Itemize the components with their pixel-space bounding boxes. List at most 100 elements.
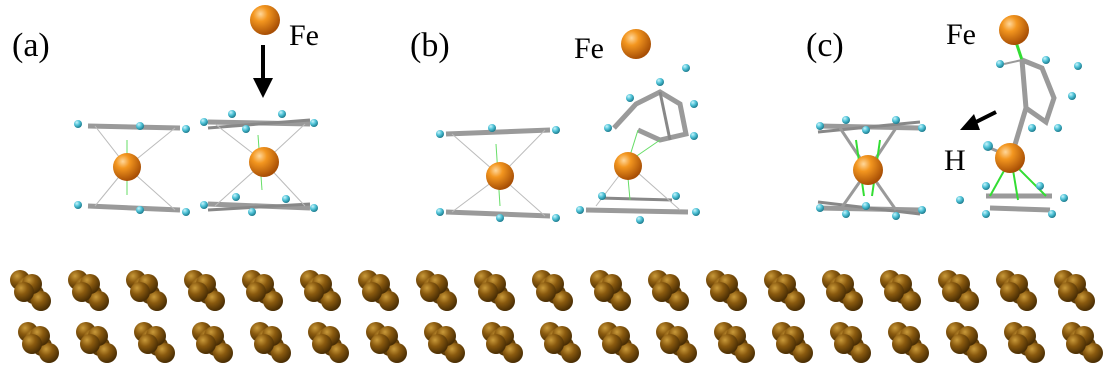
panel-c-label: (c) [806, 27, 844, 64]
surface-cluster [184, 270, 225, 311]
hydrogen-atom [672, 192, 680, 200]
surface-atom [428, 334, 448, 354]
hydrogen-atom [182, 125, 190, 133]
surface-cluster [126, 270, 167, 311]
surface-atom [1008, 334, 1028, 354]
hydrogen-atom [1068, 92, 1076, 100]
surface-atom [1017, 291, 1037, 311]
surface-atom [97, 343, 117, 363]
surface-atom [14, 282, 34, 302]
surface-atom [1025, 343, 1045, 363]
surface-cluster [424, 322, 465, 363]
surface-cluster [18, 322, 59, 363]
hydrogen-atom [310, 204, 318, 212]
surface-cluster [134, 322, 175, 363]
surface-cluster [996, 270, 1037, 311]
surface-atom [362, 282, 382, 302]
hydrogen-atom [1028, 124, 1036, 132]
surface-atom [950, 334, 970, 354]
surface-atom [379, 291, 399, 311]
surface-atom [503, 343, 523, 363]
hydrogen-atom [576, 206, 584, 214]
hydrogen-atom [242, 125, 250, 133]
hydrogen-atom [552, 214, 560, 222]
hydrogen-atom [488, 124, 496, 132]
hydrogen-atom [604, 124, 612, 132]
hydrogen-atom [816, 204, 824, 212]
hydrogen-atom [278, 110, 286, 118]
surface-atom [660, 334, 680, 354]
hydrogen-atom [1074, 62, 1082, 70]
surface-atom [445, 343, 465, 363]
surface-atom [826, 282, 846, 302]
surface-atom [80, 334, 100, 354]
sandwich-molecule-a1 [74, 120, 190, 216]
surface-cluster [76, 322, 117, 363]
surface-atom [138, 334, 158, 354]
surface-cluster [946, 322, 987, 363]
hydrogen-atom [200, 201, 208, 209]
hydrogen-atom [982, 210, 990, 218]
surface-atom [370, 334, 390, 354]
surface-atom [205, 291, 225, 311]
surface-atom [851, 343, 871, 363]
surface-atom [536, 282, 556, 302]
surface-atom [1075, 291, 1095, 311]
surface-atom [420, 282, 440, 302]
hydrogen-atom [248, 208, 256, 216]
hydrogen-atom [626, 94, 634, 102]
hydrogen-atom [982, 182, 990, 190]
surface-atom [196, 334, 216, 354]
hydrogen-atom [310, 119, 318, 127]
hydrogen-atom [436, 208, 444, 216]
surface-atom [1083, 343, 1103, 363]
surface-cluster [474, 270, 515, 311]
hydrogen-atom [862, 126, 870, 134]
hydrogen-atom [842, 116, 850, 124]
hydrogen-atom [282, 195, 290, 203]
half-sandwich-molecule-b2 [576, 64, 700, 224]
hydrogen-atom [1048, 210, 1056, 218]
surface-cluster [308, 322, 349, 363]
surface-atom [1000, 282, 1020, 302]
hydrogen-atom [636, 216, 644, 224]
panel-b: (b) Fe [410, 27, 700, 224]
hydrogen-atom [228, 110, 236, 118]
surface-atom [254, 334, 274, 354]
down-arrow-icon [253, 45, 273, 98]
panel-c-fe-label: Fe [946, 18, 976, 51]
panel-c: (c) Fe H [806, 15, 1082, 220]
hydrogen-atom [496, 214, 504, 222]
surface-atom [669, 291, 689, 311]
surface-cluster [656, 322, 697, 363]
hydrogen-atom [74, 120, 82, 128]
surface-atom [602, 334, 622, 354]
hydrogen-atom [656, 78, 664, 86]
surface-atom [834, 334, 854, 354]
hydrogen-atom [918, 124, 926, 132]
surface-atom [710, 282, 730, 302]
surface-atom [478, 282, 498, 302]
surface-atom [843, 291, 863, 311]
surface-atom [959, 291, 979, 311]
surface-cluster [358, 270, 399, 311]
surface-cluster [714, 322, 755, 363]
surface-atom [553, 291, 573, 311]
surface-atom [321, 291, 341, 311]
surface-atom [155, 343, 175, 363]
surface-atom [188, 282, 208, 302]
hydrogen-atom [690, 100, 698, 108]
panel-c-h-label: H [944, 144, 966, 177]
surface-atom [89, 291, 109, 311]
surface-atom [619, 343, 639, 363]
surface-atom [735, 343, 755, 363]
panel-a-label: (a) [12, 27, 50, 64]
surface-atom [1058, 282, 1078, 302]
fe-atom-icon [250, 5, 280, 35]
fe-atom-icon [621, 29, 651, 59]
surface-atom [892, 334, 912, 354]
surface-cluster [938, 270, 979, 311]
fe-atom-icon [999, 15, 1029, 45]
hydrogen-atom [983, 141, 993, 151]
surface-atom [213, 343, 233, 363]
